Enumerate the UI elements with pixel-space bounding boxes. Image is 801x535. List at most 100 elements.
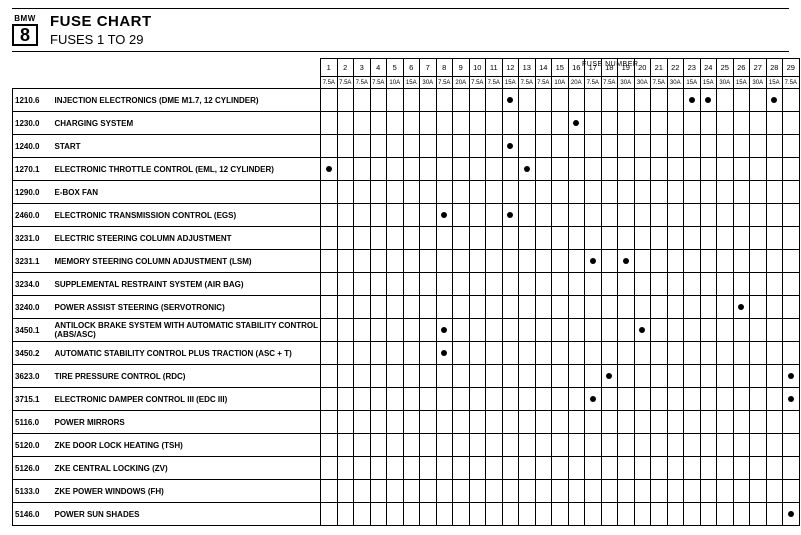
fuse-cell (321, 365, 338, 388)
fuse-cell (684, 89, 701, 112)
fuse-cell (601, 112, 618, 135)
fuse-cell (585, 227, 602, 250)
fuse-cell (733, 388, 750, 411)
fuse-cell (403, 342, 420, 365)
fuse-cell (535, 388, 552, 411)
fuse-cell (519, 250, 536, 273)
fuse-cell (519, 388, 536, 411)
fuse-amp-header: 30A (634, 77, 651, 89)
fuse-cell (337, 273, 354, 296)
fuse-cell (568, 434, 585, 457)
fuse-cell (700, 457, 717, 480)
fuse-amp-header: 15A (766, 77, 783, 89)
fuse-cell (436, 158, 453, 181)
fuse-cell (535, 181, 552, 204)
fuse-cell (370, 296, 387, 319)
fuse-cell (321, 296, 338, 319)
fuse-cell (585, 135, 602, 158)
fuse-cell (502, 112, 519, 135)
fuse-cell (387, 388, 404, 411)
fuse-cell (502, 503, 519, 526)
fuse-cell (717, 503, 734, 526)
row-description: POWER MIRRORS (53, 411, 321, 434)
fuse-cell (436, 273, 453, 296)
fuse-cell (684, 388, 701, 411)
fuse-cell (436, 296, 453, 319)
fuse-cell (370, 388, 387, 411)
fuse-cell (403, 388, 420, 411)
fuse-cell (733, 319, 750, 342)
row-code: 2460.0 (13, 204, 53, 227)
fuse-cell (684, 204, 701, 227)
fuse-chart-table: 1234567891011121314151617181920212223242… (12, 58, 800, 526)
fuse-cell (568, 112, 585, 135)
fuse-cell (469, 319, 486, 342)
fuse-cell (420, 158, 437, 181)
dot-icon (606, 373, 612, 379)
fuse-cell (403, 204, 420, 227)
fuse-cell (354, 250, 371, 273)
fuse-cell (502, 411, 519, 434)
fuse-cell (403, 434, 420, 457)
fuse-cell (502, 480, 519, 503)
fuse-cell (568, 135, 585, 158)
fuse-cell (568, 158, 585, 181)
fuse-cell (436, 480, 453, 503)
fuse-cell (783, 181, 800, 204)
fuse-cell (667, 227, 684, 250)
fuse-cell (700, 204, 717, 227)
fuse-cell (420, 135, 437, 158)
fuse-cell (618, 434, 635, 457)
fuse-cell (634, 457, 651, 480)
fuse-cell (750, 365, 767, 388)
fuse-cell (667, 434, 684, 457)
fuse-cell (684, 503, 701, 526)
fuse-cell (568, 365, 585, 388)
fuse-cell (733, 181, 750, 204)
fuse-number-header: 12 (502, 59, 519, 77)
fuse-cell (552, 411, 569, 434)
fuse-cell (568, 480, 585, 503)
fuse-cell (585, 342, 602, 365)
fuse-cell (618, 319, 635, 342)
fuse-amp-header: 10A (387, 77, 404, 89)
fuse-cell (667, 112, 684, 135)
fuse-cell (387, 411, 404, 434)
fuse-cell (370, 457, 387, 480)
fuse-cell (486, 365, 503, 388)
fuse-cell (354, 319, 371, 342)
fuse-cell (535, 457, 552, 480)
fuse-cell (420, 342, 437, 365)
page-title: FUSE CHART (50, 13, 152, 30)
fuse-cell (750, 503, 767, 526)
fuse-cell (453, 480, 470, 503)
fuse-cell (700, 158, 717, 181)
fuse-amp-header: 10A (552, 77, 569, 89)
fuse-cell (337, 89, 354, 112)
fuse-cell (403, 503, 420, 526)
fuse-cell (420, 319, 437, 342)
fuse-cell (535, 204, 552, 227)
fuse-cell (486, 250, 503, 273)
fuse-number-header: 8 (436, 59, 453, 77)
fuse-cell (420, 296, 437, 319)
fuse-cell (783, 112, 800, 135)
fuse-cell (337, 181, 354, 204)
fuse-cell (783, 365, 800, 388)
fuse-cell (667, 365, 684, 388)
fuse-cell (667, 89, 684, 112)
fuse-cell (684, 296, 701, 319)
fuse-cell (585, 112, 602, 135)
fuse-number-header: 1 (321, 59, 338, 77)
fuse-cell (502, 365, 519, 388)
dot-icon (507, 143, 513, 149)
fuse-cell (568, 204, 585, 227)
fuse-cell (469, 273, 486, 296)
fuse-cell (420, 181, 437, 204)
fuse-cell (453, 457, 470, 480)
fuse-cell (469, 296, 486, 319)
fuse-cell (453, 89, 470, 112)
dot-icon (639, 327, 645, 333)
fuse-amp-header: 7.5A (354, 77, 371, 89)
dot-icon (507, 97, 513, 103)
